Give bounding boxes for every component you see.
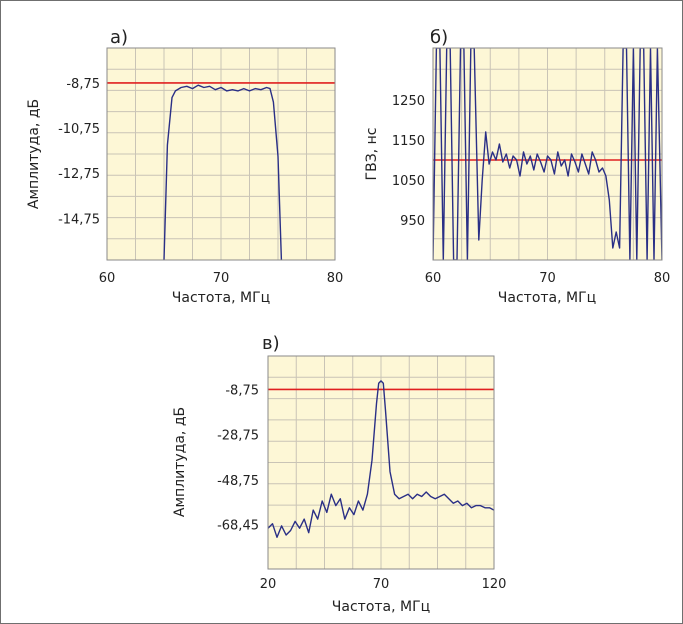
x-tick-label: 20 [260,577,277,592]
x-tick-label: 70 [373,577,390,592]
y-tick-label: 1150 [392,134,425,149]
x-tick-label: 70 [213,271,230,286]
y-axis-label: Амплитуда, дБ [26,99,42,209]
chart-panel-2: 1250 1150 1050 950 60 70 80 Частота, МГц ГВЗ, нс… [364,27,670,306]
x-axis-label: Частота, МГц [332,599,430,615]
y-tick-label: -48,75 [217,474,259,489]
x-tick-label: 80 [327,271,344,286]
chart-panel-1: -8,75 -10,75 -12,75 -14,75 60 70 80 Частота, МГ… [26,27,343,306]
plot-frame [267,355,495,570]
y-tick-label: -8,75 [66,77,100,92]
plot-frame [106,47,336,261]
x-tick-label: 120 [482,577,507,592]
y-tick-label: -12,75 [58,167,100,182]
y-tick-label: 950 [400,214,425,229]
x-tick-label: 80 [654,271,671,286]
series-line-1 [268,380,494,538]
y-tick-label: -14,75 [58,212,100,227]
y-tick-label: -8,75 [225,383,259,398]
y-axis-label: Амплитуда, дБ [172,407,188,517]
y-tick-label: 1050 [392,174,425,189]
chart-panel-3: -8,75 -28,75 -48,75 -68,45 20 70 120 Частота, М… [172,333,506,615]
y-tick-label: 1250 [392,94,425,109]
series-line-1 [163,84,283,260]
plot-frame [432,47,663,261]
x-axis-label: Частота, МГц [498,290,596,306]
series-line-1 [433,48,662,260]
y-axis-label: ГВЗ, нс [364,128,380,181]
panel-label: в) [262,333,280,354]
y-tick-label: -10,75 [58,122,100,137]
x-tick-label: 60 [99,271,116,286]
panel-label: а) [110,27,128,48]
x-axis-label: Частота, МГц [172,290,270,306]
x-tick-label: 60 [425,271,442,286]
y-tick-label: -28,75 [217,429,259,444]
y-tick-label: -68,45 [217,519,259,534]
x-tick-label: 70 [539,271,556,286]
panel-label: б) [430,27,448,48]
